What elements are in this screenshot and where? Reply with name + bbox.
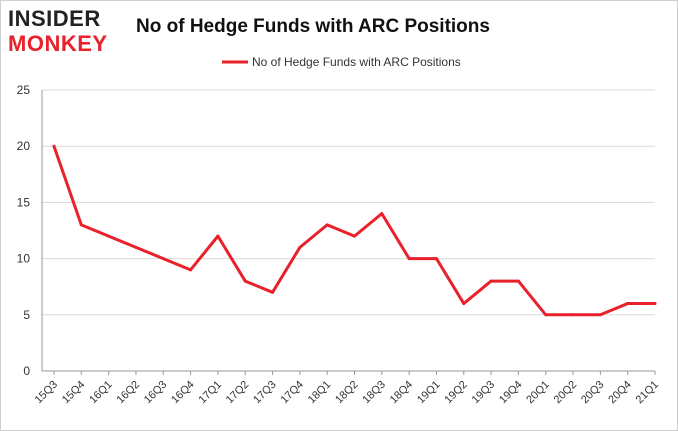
x-tick-label: 19Q1 — [415, 379, 443, 407]
x-tick-label: 18Q2 — [333, 379, 361, 407]
y-axis-ticks: 0 5 10 15 20 25 — [17, 83, 31, 378]
insider-monkey-logo: INSIDER MONKEY — [8, 6, 128, 58]
x-axis-ticks: 15Q3 15Q4 16Q1 16Q2 16Q3 16Q4 17Q1 17Q2 17Q3 17Q4… — [33, 371, 662, 407]
y-tick-label: 15 — [17, 195, 31, 209]
data-point — [571, 313, 575, 317]
data-point — [653, 302, 657, 306]
x-tick-label: 20Q4 — [606, 379, 634, 407]
data-point — [325, 223, 329, 227]
chart-title: No of Hedge Funds with ARC Positions — [136, 16, 490, 37]
data-point — [489, 279, 493, 283]
legend-label: No of Hedge Funds with ARC Positions — [252, 55, 461, 69]
data-point — [107, 234, 111, 238]
x-tick-label: 20Q1 — [524, 379, 552, 407]
data-point — [161, 257, 165, 261]
x-tick-label: 20Q2 — [552, 379, 580, 407]
x-tick-label: 17Q4 — [278, 379, 306, 407]
data-point — [216, 234, 220, 238]
series-layer — [52, 144, 657, 317]
x-tick-label: 18Q4 — [388, 379, 416, 407]
data-point — [380, 212, 384, 216]
data-point — [134, 245, 138, 249]
x-tick-label: 16Q4 — [169, 379, 197, 407]
data-point — [462, 302, 466, 306]
x-tick-label: 20Q3 — [579, 379, 607, 407]
data-point — [434, 257, 438, 261]
x-tick-label: 15Q4 — [60, 379, 88, 407]
data-point — [189, 268, 193, 272]
legend: No of Hedge Funds with ARC Positions — [222, 55, 461, 69]
x-tick-label: 15Q3 — [33, 379, 61, 407]
data-point — [243, 279, 247, 283]
x-tick-label: 18Q3 — [360, 379, 388, 407]
y-tick-label: 25 — [17, 83, 31, 97]
x-tick-label: 16Q1 — [87, 379, 115, 407]
logo-line-1: INSIDER — [8, 6, 101, 31]
y-tick-label: 10 — [17, 252, 31, 266]
x-tick-label: 18Q1 — [306, 379, 334, 407]
data-point — [626, 302, 630, 306]
x-tick-label: 16Q2 — [115, 379, 143, 407]
data-point — [598, 313, 602, 317]
x-tick-label: 19Q3 — [470, 379, 498, 407]
y-tick-label: 0 — [23, 364, 30, 378]
x-tick-label: 17Q2 — [224, 379, 252, 407]
logo-line-2: MONKEY — [8, 31, 108, 56]
x-tick-label: 17Q3 — [251, 379, 279, 407]
y-tick-label: 5 — [23, 308, 30, 322]
data-point — [544, 313, 548, 317]
gridlines — [41, 89, 655, 372]
y-tick-label: 20 — [17, 139, 31, 153]
x-tick-label: 19Q4 — [497, 379, 525, 407]
x-tick-label: 16Q3 — [142, 379, 170, 407]
data-point — [79, 223, 83, 227]
data-point — [298, 245, 302, 249]
x-tick-label: 19Q2 — [442, 379, 470, 407]
data-point — [407, 257, 411, 261]
data-point — [271, 290, 275, 294]
x-tick-label: 17Q1 — [197, 379, 225, 407]
data-point — [52, 144, 56, 148]
data-point — [516, 279, 520, 283]
data-point — [353, 234, 356, 238]
x-tick-label: 21Q1 — [634, 379, 662, 407]
series-line — [52, 145, 655, 317]
